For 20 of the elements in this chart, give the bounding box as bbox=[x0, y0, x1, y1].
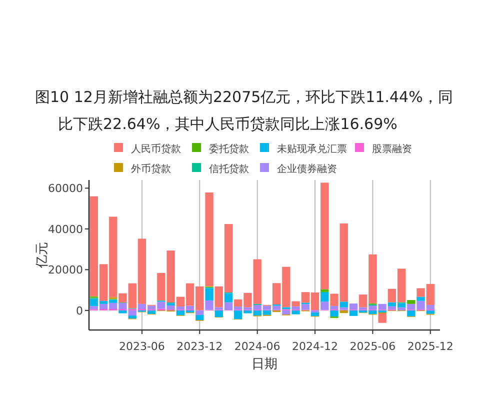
x-tick-label: 2024-12 bbox=[292, 340, 338, 353]
x-tick-label: 2023-12 bbox=[176, 340, 223, 353]
x-tick-label: 2024-06 bbox=[234, 340, 280, 353]
chart-title: 图10 12月新增社融总额为22075亿元，环比下跌11.44%，同比下跌22.64%，其中人民币贷款同比上涨16.69% bbox=[35, 87, 453, 135]
x-tick-label: 2023-06 bbox=[118, 340, 165, 353]
legend-label: 外币贷款 bbox=[131, 163, 171, 175]
legend-label: 未贴现承兑汇票 bbox=[277, 143, 347, 155]
x-axis-title: 日期 bbox=[252, 357, 278, 372]
legend-label: 信托贷款 bbox=[209, 163, 249, 175]
x-tick-label: 2025-06 bbox=[350, 340, 396, 353]
x-tick-label: 2025-12 bbox=[407, 340, 454, 353]
legend-label: 企业债券融资 bbox=[277, 163, 337, 175]
y-axis-title: 亿元 bbox=[35, 242, 50, 269]
legend-label: 股票融资 bbox=[372, 143, 412, 155]
y-tick-label: 0 bbox=[76, 304, 83, 318]
y-tick-label: 20000 bbox=[48, 264, 83, 277]
y-tick-label: 40000 bbox=[48, 222, 83, 236]
legend-label: 人民币贷款 bbox=[131, 143, 181, 155]
y-tick-label: 60000 bbox=[48, 182, 83, 196]
legend-label: 委托贷款 bbox=[209, 143, 249, 155]
